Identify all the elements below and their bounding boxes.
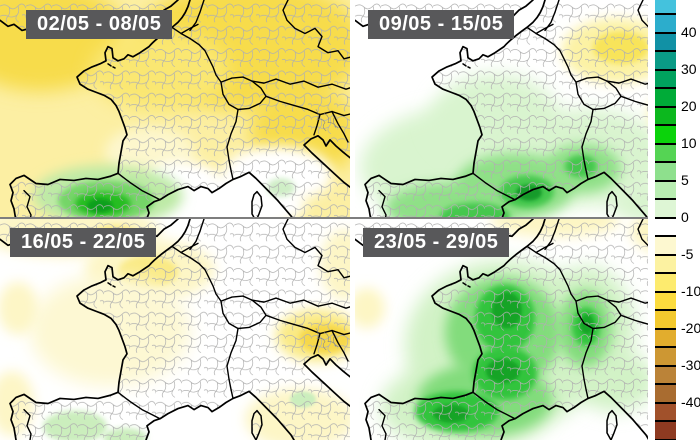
colorbar-tick-label: 0: [681, 208, 689, 225]
panel-week-4: 23/05 - 29/05: [355, 219, 648, 440]
colorbar-tick-label: 40: [681, 23, 697, 40]
colorbar-segment: [655, 216, 676, 235]
colorbar-tick-label: 20: [681, 97, 697, 114]
colorbar-segment: [655, 13, 676, 32]
colorbar-segment: [655, 68, 676, 87]
colorbar-segment: [655, 309, 676, 328]
colorbar-tick-label: -30: [681, 356, 700, 373]
panel-week-2: 09/05 - 15/05: [355, 0, 648, 217]
colorbar-segment: [655, 50, 676, 69]
colorbar-bar: [655, 0, 676, 440]
panel-week-3: 16/05 - 22/05: [0, 219, 350, 440]
colorbar-segment: [655, 31, 676, 50]
colorbar-segment: [655, 87, 676, 106]
colorbar-segment: [655, 161, 676, 180]
panel-date-label: 16/05 - 22/05: [10, 228, 157, 257]
colorbar-segment: [655, 105, 676, 124]
panel-divider-horizontal: [0, 217, 650, 219]
colorbar-segment: [655, 438, 676, 440]
colorbar: 40 30 20 10 5 0 -5 -10 -20 -30 -40: [648, 0, 700, 440]
colorbar-segment: [655, 346, 676, 365]
colorbar-segment: [655, 124, 676, 143]
anomaly-blob: [0, 281, 38, 335]
colorbar-segment: [655, 198, 676, 217]
colorbar-segment: [655, 327, 676, 346]
colorbar-tick-label: -10: [681, 282, 700, 299]
colorbar-tick-label: 30: [681, 60, 697, 77]
colorbar-tick-label: 10: [681, 134, 697, 151]
anomaly-map-week-1: [0, 0, 350, 217]
colorbar-tick-label: -5: [681, 245, 694, 262]
colorbar-segment: [655, 290, 676, 309]
colorbar-tick-label: 5: [681, 171, 689, 188]
colorbar-segment: [655, 235, 676, 254]
colorbar-segment: [655, 401, 676, 420]
colorbar-segment: [655, 179, 676, 198]
colorbar-segment: [655, 272, 676, 291]
colorbar-segment: [655, 142, 676, 161]
colorbar-segment: [655, 364, 676, 383]
panel-date-label: 23/05 - 29/05: [363, 228, 510, 257]
colorbar-segment: [655, 253, 676, 272]
panel-date-label: 02/05 - 08/05: [26, 10, 173, 39]
colorbar-segment: [655, 383, 676, 402]
colorbar-tick-label: -40: [681, 393, 700, 410]
panel-date-label: 09/05 - 15/05: [368, 10, 515, 39]
anomaly-blob: [355, 287, 385, 329]
colorbar-tick-label: -20: [681, 319, 700, 336]
panel-week-1: 02/05 - 08/05: [0, 0, 350, 217]
colorbar-segment: [655, 420, 676, 439]
colorbar-segment: [655, 0, 676, 13]
